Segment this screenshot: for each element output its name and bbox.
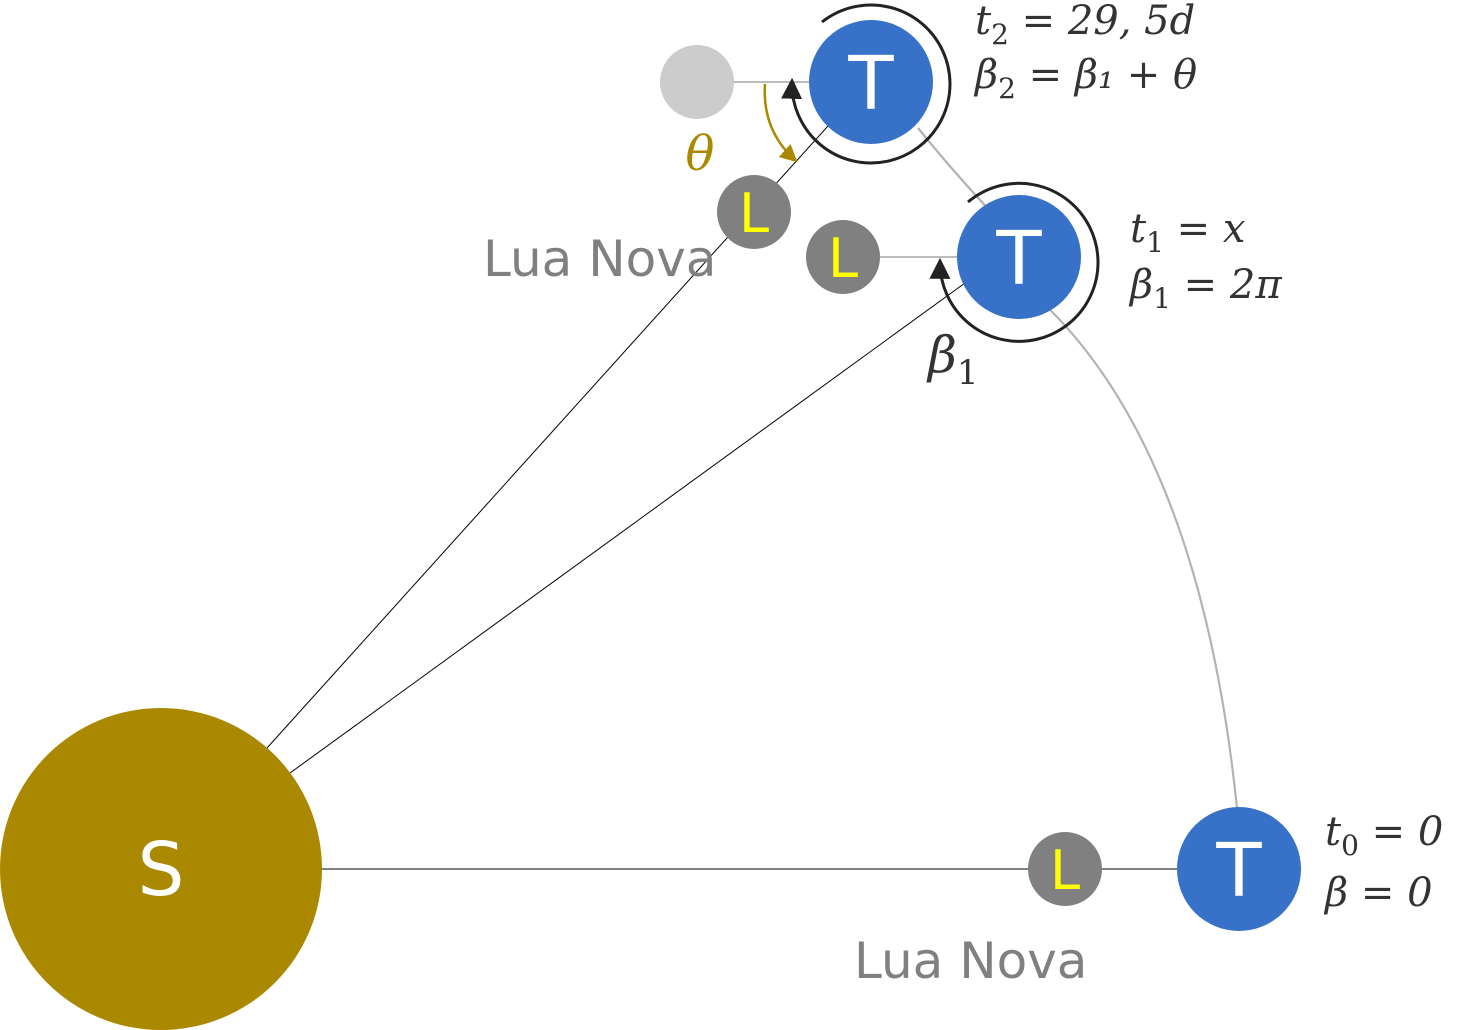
earth-t0: T [1177,807,1301,931]
earth-t2-disc [809,20,933,144]
earth-t2-letter: T [847,41,894,127]
moon-t1-letter: L [828,227,858,290]
t2-rhs: = 29, 5d [1009,0,1195,44]
theta-angle-arrow [763,83,798,163]
t1-rhs: = x [1164,206,1246,252]
beta1-rhs: = 2π [1171,262,1282,308]
t0-sub: 0 [1341,829,1359,862]
new-moon-caption-top: Lua Nova [483,230,716,288]
beta1-subscript: 1 [957,353,979,393]
equation-t0-time: t0 = 0 [1325,809,1443,862]
beta1-label: β1 [926,326,979,393]
sun-disc [0,708,322,1030]
moon-t2: L [717,175,791,249]
new-moon-caption-bottom: Lua Nova [854,932,1087,990]
moon-t1-disc [806,220,880,294]
earth-t0-disc [1177,807,1301,931]
earth-t1: T [929,181,1100,343]
beta1-symbol: β [926,326,957,384]
earth-t1-letter: T [995,216,1042,302]
moon-t1: L [806,220,880,294]
beta2-sub: 2 [998,72,1016,105]
t0-rhs: = 0 [1359,809,1443,855]
beta1-var: β [1128,262,1153,308]
moon-t2-disc [717,175,791,249]
moon-t0-letter: L [1050,839,1080,902]
beta0-rhs: = 0 [1348,870,1432,916]
sun-earth-line-t1 [289,282,966,774]
beta1-eq-sub: 1 [1153,282,1171,315]
t2-sub: 2 [991,18,1009,51]
t1-sub: 1 [1146,226,1164,259]
moon-t0-disc [1028,832,1102,906]
beta0-var: β [1323,870,1348,916]
moon-t0: L [1028,832,1102,906]
equation-t2-time: t2 = 29, 5d [975,0,1195,51]
earth-t0-letter: T [1215,828,1262,914]
t1-var: t [1130,206,1147,252]
earth-t2: T [781,3,952,165]
equation-t2-angle: β2 = β₁ + θ [973,52,1197,105]
rotation-arrow-t2 [781,3,952,165]
rotation-arrow-t1 [929,181,1100,343]
theta-label: θ [686,126,715,182]
sun-letter: S [138,827,185,913]
earth-t1-disc [957,195,1081,319]
beta2-rhs: = β₁ + θ [1016,52,1197,98]
t2-var: t [975,0,992,44]
beta2-var: β [973,52,998,98]
equation-t0-angle: β = 0 [1323,870,1433,916]
equation-t1-time: t1 = x [1130,206,1245,259]
sun: S [0,708,322,1030]
t0-var: t [1325,809,1342,855]
equation-t1-angle: β1 = 2π [1128,262,1282,315]
ghost-moon-t2 [660,45,734,119]
moon-t2-letter: L [739,182,769,245]
